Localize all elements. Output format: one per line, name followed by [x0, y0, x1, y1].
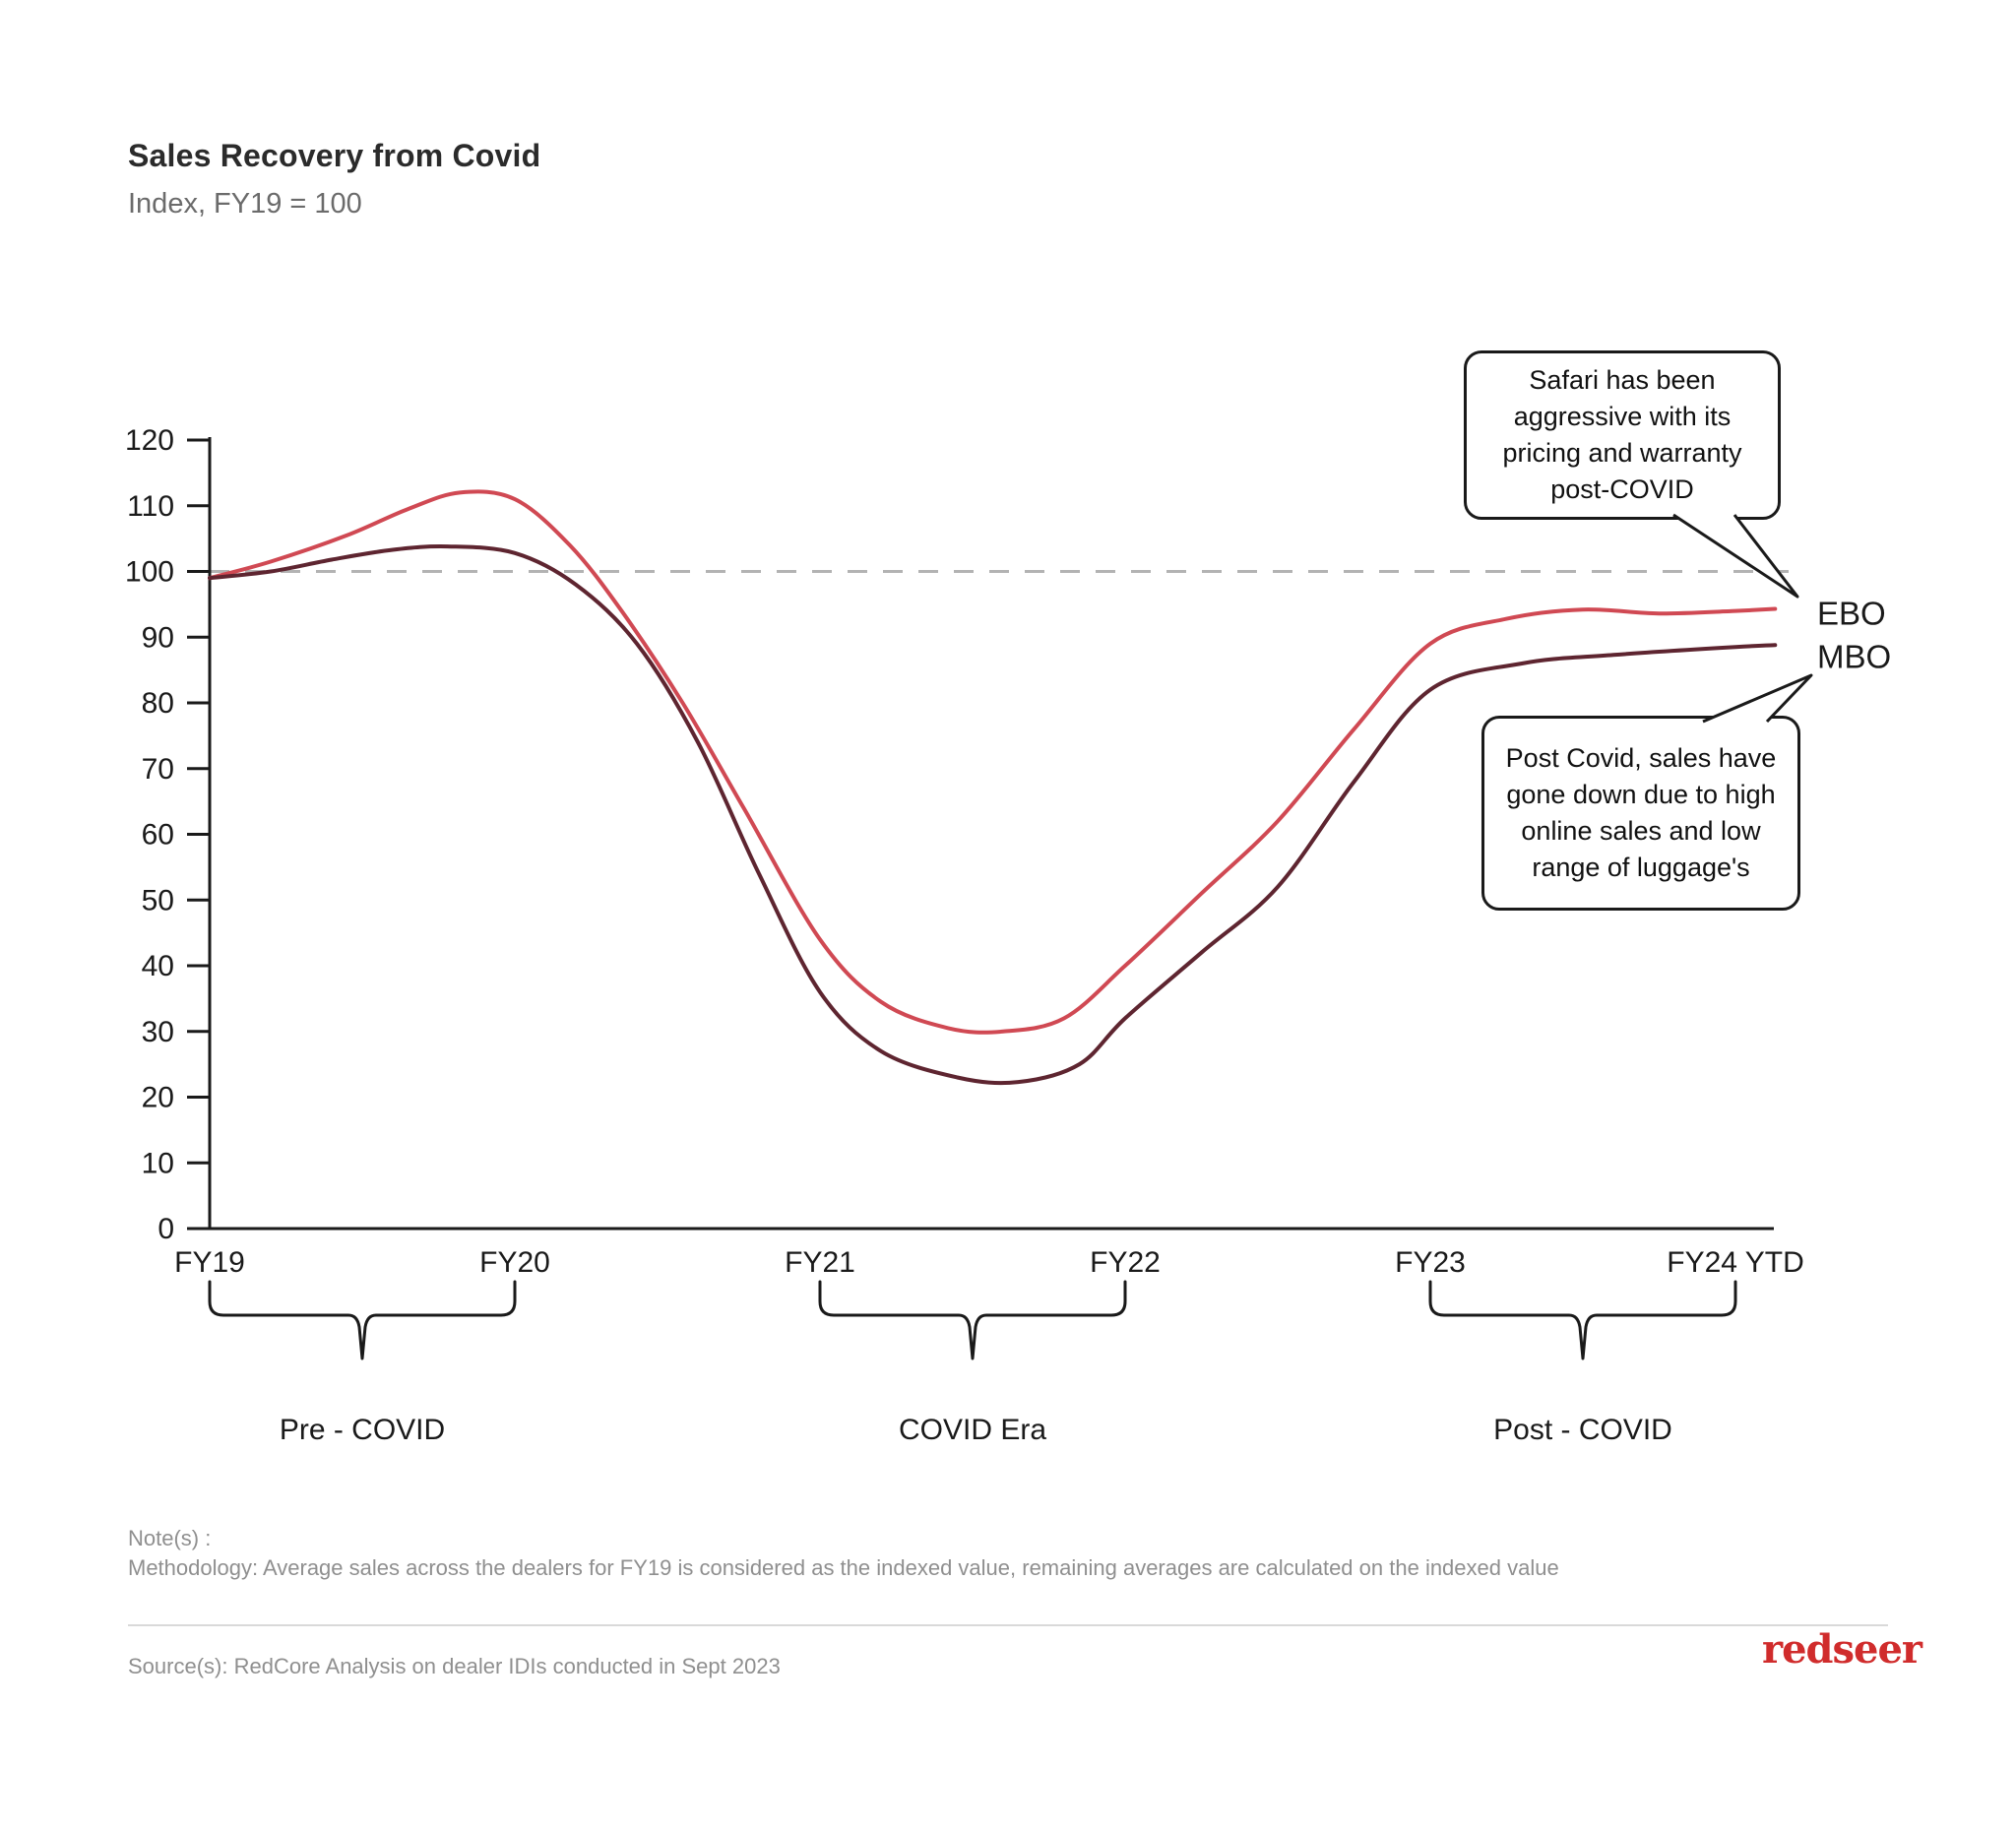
mbo-series-label: MBO — [1817, 638, 1891, 674]
page-title: Sales Recovery from Covid — [128, 138, 541, 173]
ebo-annotation-text: Safari has been aggressive with its pric… — [1502, 365, 1742, 504]
ebo-series-label: EBO — [1817, 596, 1886, 632]
y-tick-label: 70 — [142, 753, 174, 786]
mbo-line — [208, 544, 1778, 1086]
redseer-logo: redseer — [1762, 1626, 1922, 1673]
notes-block: Note(s) : Methodology: Average sales acr… — [128, 1524, 1559, 1583]
notes-label: Note(s) : — [128, 1526, 212, 1550]
ebo-line — [208, 489, 1778, 1035]
footer-divider — [128, 1624, 1888, 1626]
chart-header: Sales Recovery from Covid Index, FY19 = … — [128, 138, 540, 221]
y-tick-label: 20 — [142, 1082, 174, 1114]
y-tick-label: 30 — [142, 1016, 174, 1048]
y-tick-label: 110 — [127, 490, 174, 523]
y-tick-label: 40 — [142, 950, 174, 982]
y-tick-label: 60 — [142, 819, 174, 852]
x-tick-label: FY23 — [1395, 1246, 1466, 1279]
y-tick-label: 100 — [125, 556, 174, 589]
era-bracket — [818, 1280, 1127, 1360]
ebo-callout-tail — [1672, 513, 1799, 599]
era-bracket — [208, 1280, 517, 1360]
era-bracket-label: COVID Era — [899, 1414, 1046, 1446]
x-tick-label: FY22 — [1090, 1246, 1161, 1279]
y-tick-label: 50 — [142, 884, 174, 916]
x-tick-label: FY19 — [174, 1246, 245, 1279]
source-note: Source(s): RedCore Analysis on dealer ID… — [128, 1654, 781, 1678]
era-bracket — [1428, 1280, 1737, 1360]
x-tick-label: FY21 — [785, 1246, 855, 1279]
chart-subtitle: Index, FY19 = 100 — [128, 188, 362, 220]
x-tick-label: FY24 YTD — [1667, 1246, 1804, 1279]
y-tick-label: 80 — [142, 687, 174, 720]
methodology-note: Methodology: Average sales across the de… — [128, 1555, 1559, 1580]
ebo-annotation-callout: Safari has been aggressive with its pric… — [1464, 350, 1781, 520]
mbo-annotation-text: Post Covid, sales have gone down due to … — [1505, 743, 1777, 882]
era-bracket-label: Post - COVID — [1493, 1414, 1672, 1446]
sales-recovery-line-chart: 0 10 20 30 40 50 60 70 80 90 100 110 120 FY19 FY20 FY21… — [125, 424, 1891, 1446]
y-tick-label: 0 — [158, 1213, 174, 1245]
y-tick-label: 120 — [125, 424, 174, 457]
y-tick-label: 90 — [142, 621, 174, 654]
x-tick-label: FY20 — [479, 1246, 550, 1279]
y-tick-label: 10 — [142, 1147, 174, 1179]
mbo-annotation-callout: Post Covid, sales have gone down due to … — [1481, 716, 1800, 911]
mbo-callout-tail — [1702, 673, 1813, 724]
era-bracket-label: Pre - COVID — [280, 1414, 445, 1446]
